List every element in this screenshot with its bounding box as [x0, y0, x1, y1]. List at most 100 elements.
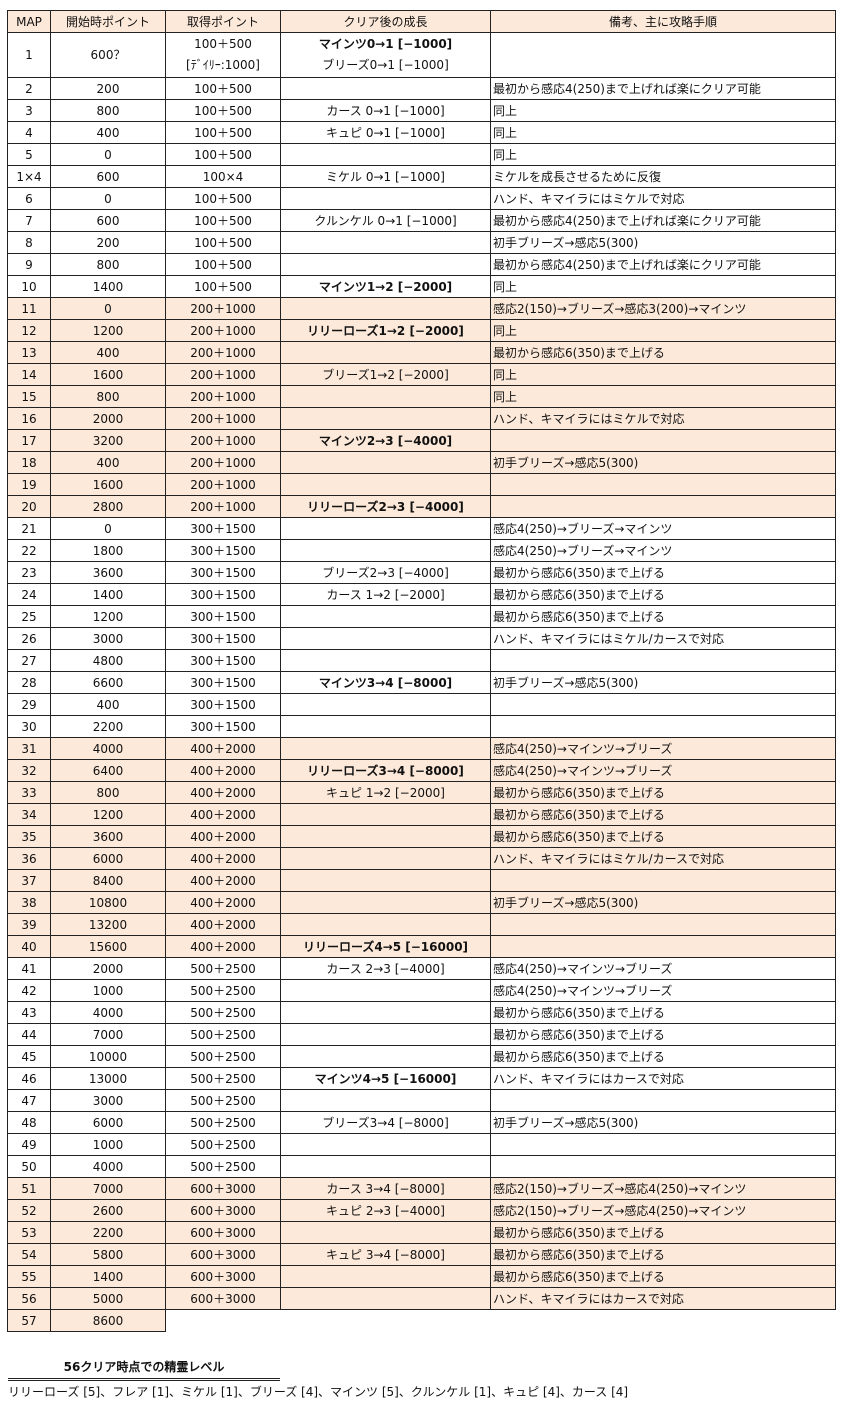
cell-note: 感応4(250)→マインツ→ブリーズ — [490, 737, 836, 760]
cell-gain: 500＋2500 — [165, 1045, 281, 1068]
cell-gain: 400＋2000 — [165, 737, 281, 760]
cell-start: 200 — [50, 77, 166, 100]
cell-map: 12 — [7, 319, 51, 342]
table-row: 11 0 200＋1000 感応2(150)→ブリーズ→感応3(200)→マインツ — [7, 297, 836, 320]
cell-growth — [280, 1045, 491, 1068]
table-row: 33 800 400＋2000 キュピ 1→2 [−2000] 最初から感応6(350)… — [7, 781, 836, 804]
table-row: 28 6600 300＋1500 マインツ3→4 [−8000] 初手ブリーズ→感応5(… — [7, 671, 836, 694]
cell-start: 6600 — [50, 671, 166, 694]
cell-note: 最初から感応6(350)まで上げる — [490, 1045, 836, 1068]
cell-start: 800 — [50, 99, 166, 122]
cell-start: 6000 — [50, 1111, 166, 1134]
cell-gain: 400＋2000 — [165, 825, 281, 848]
cell-gain: 300＋1500 — [165, 671, 281, 694]
cell-growth — [280, 825, 491, 848]
cell-gain: 100＋500 — [165, 187, 281, 210]
cell-note: 初手ブリーズ→感応5(300) — [490, 231, 836, 254]
table-row: 42 1000 500＋2500 感応4(250)→マインツ→ブリーズ — [7, 979, 836, 1002]
cell-map: 37 — [7, 869, 51, 892]
cell-map: 46 — [7, 1067, 51, 1090]
cell-gain: 400＋2000 — [165, 847, 281, 870]
cell-gain: 200＋1000 — [165, 407, 281, 430]
cell-start: 6000 — [50, 847, 166, 870]
table-row: 21 0 300＋1500 感応4(250)→ブリーズ→マインツ — [7, 517, 836, 540]
cell-start: 0 — [50, 143, 166, 166]
cell-note — [490, 473, 836, 496]
cell-map: 48 — [7, 1111, 51, 1134]
cell-growth: リリーローズ1→2 [−2000] — [280, 319, 491, 342]
cell-map: 2 — [7, 77, 51, 100]
cell-growth — [280, 891, 491, 914]
cell-start: 1200 — [50, 803, 166, 826]
cell-gain: 200＋1000 — [165, 341, 281, 364]
cell-map: 20 — [7, 495, 51, 518]
table-row: 27 4800 300＋1500 — [7, 649, 836, 672]
gain-line: 100＋500 — [194, 37, 252, 51]
cell-start: 1800 — [50, 539, 166, 562]
table-row: 20 2800 200＋1000 リリーローズ2→3 [−4000] — [7, 495, 836, 518]
cell-start: 2000 — [50, 407, 166, 430]
cell-growth — [280, 693, 491, 716]
cell-note — [490, 1155, 836, 1178]
cell-note — [490, 869, 836, 892]
cell-note: 感応4(250)→ブリーズ→マインツ — [490, 517, 836, 540]
cell-growth — [280, 869, 491, 892]
growth-line: ブリーズ0→1 [−1000] — [322, 58, 449, 72]
cell-note — [490, 649, 836, 672]
cell-start: 4000 — [50, 1155, 166, 1178]
cell-map: 16 — [7, 407, 51, 430]
cell-map: 21 — [7, 517, 51, 540]
cell-note — [490, 693, 836, 716]
cell-note: 同上 — [490, 319, 836, 342]
cell-map: 9 — [7, 253, 51, 276]
cell-note: 最初から感応6(350)まで上げる — [490, 1221, 836, 1244]
cell-note: 最初から感応6(350)まで上げる — [490, 825, 836, 848]
cell-gain: 300＋1500 — [165, 539, 281, 562]
cell-growth — [280, 451, 491, 474]
cell-start: 0 — [50, 187, 166, 210]
cell-start: 1000 — [50, 1133, 166, 1156]
cell-start: 3600 — [50, 561, 166, 584]
table-row: 12 1200 200＋1000 リリーローズ1→2 [−2000] 同上 — [7, 319, 836, 342]
cell-note — [490, 429, 836, 452]
cell-start: 8400 — [50, 869, 166, 892]
cell-gain: 500＋2500 — [165, 1089, 281, 1112]
cell-start: 2200 — [50, 715, 166, 738]
cell-gain: 200＋1000 — [165, 363, 281, 386]
header-map: MAP — [7, 10, 51, 33]
cell-note: ハンド、キマイラにはミケル/カースで対応 — [490, 847, 836, 870]
table-row: 50 4000 500＋2500 — [7, 1155, 836, 1178]
cell-map: 51 — [7, 1177, 51, 1200]
table-row: 37 8400 400＋2000 — [7, 869, 836, 892]
cell-note: 最初から感応6(350)まで上げる — [490, 605, 836, 628]
cell-note — [490, 1133, 836, 1156]
cell-start: 0 — [50, 297, 166, 320]
header-growth: クリア後の成長 — [280, 10, 491, 33]
cell-map: 49 — [7, 1133, 51, 1156]
cell-map: 55 — [7, 1265, 51, 1288]
table-row: 3 800 100＋500 カース 0→1 [−1000] 同上 — [7, 99, 836, 122]
cell-gain: 400＋2000 — [165, 781, 281, 804]
cell-map: 14 — [7, 363, 51, 386]
cell-map: 36 — [7, 847, 51, 870]
cell-gain: 100＋500 [ﾃﾞｲﾘｰ:1000] — [165, 32, 281, 78]
table-row: 1 600？ 100＋500 [ﾃﾞｲﾘｰ:1000] マインツ0→1 [−100… — [7, 32, 836, 78]
cell-start: 3200 — [50, 429, 166, 452]
cell-start: 800 — [50, 781, 166, 804]
table-row: 13 400 200＋1000 最初から感応6(350)まで上げる — [7, 341, 836, 364]
cell-map: 54 — [7, 1243, 51, 1266]
header-start-points: 開始時ポイント — [50, 10, 166, 33]
cell-map: 27 — [7, 649, 51, 672]
cell-start: 13000 — [50, 1067, 166, 1090]
cell-gain: 400＋2000 — [165, 891, 281, 914]
cell-gain: 400＋2000 — [165, 869, 281, 892]
cell-growth: キュピ 3→4 [−8000] — [280, 1243, 491, 1266]
cell-growth — [280, 737, 491, 760]
cell-note — [490, 715, 836, 738]
cell-start: 200 — [50, 231, 166, 254]
table-row: 24 1400 300＋1500 カース 1→2 [−2000] 最初から感応6(350… — [7, 583, 836, 606]
table-row: 25 1200 300＋1500 最初から感応6(350)まで上げる — [7, 605, 836, 628]
cell-start: 6400 — [50, 759, 166, 782]
table-row: 48 6000 500＋2500 ブリーズ3→4 [−8000] 初手ブリーズ→感応5(… — [7, 1111, 836, 1134]
cell-growth — [280, 341, 491, 364]
